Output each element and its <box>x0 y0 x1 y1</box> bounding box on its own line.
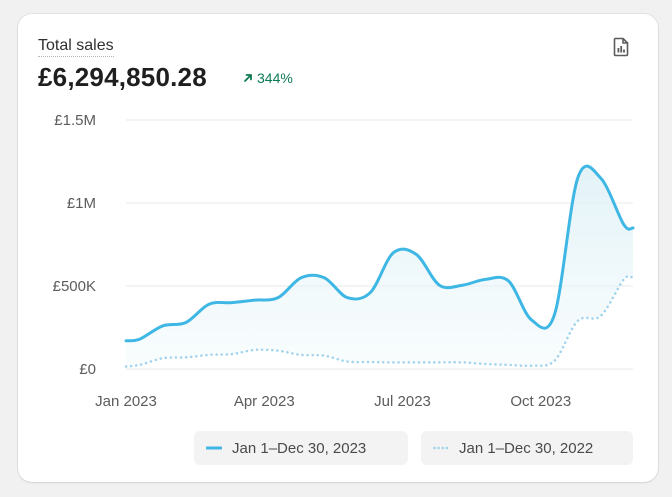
legend-previous-label: Jan 1–Dec 30, 2022 <box>459 439 594 457</box>
y-tick-label: £0 <box>79 361 96 378</box>
series-line-current <box>124 164 635 343</box>
card-title[interactable]: Total sales <box>38 37 114 57</box>
x-tick-label: Oct 2023 <box>510 393 571 410</box>
x-tick-label: Jan 2023 <box>95 393 157 410</box>
series-gap-area <box>126 166 633 367</box>
legend-item-current[interactable]: Jan 1–Dec 30, 2023 <box>194 431 408 465</box>
y-tick-label: £1.5M <box>54 112 96 129</box>
dotted-line-swatch-icon <box>433 446 449 450</box>
y-tick-label: £500K <box>53 278 96 295</box>
x-tick-label: Apr 2023 <box>234 393 295 410</box>
arrow-up-right-icon <box>244 74 252 82</box>
chart-series <box>124 164 635 368</box>
report-icon <box>613 37 629 57</box>
export-report-button[interactable] <box>608 34 634 60</box>
sales-line-chart: £0 £500K £1M £1.5M Jan 2023 Apr 2023 Jul 2023… <box>53 112 635 410</box>
total-sales-value: £6,294,850.28 <box>38 62 207 92</box>
x-tick-label: Jul 2023 <box>374 393 431 410</box>
change-percent: 344% <box>257 70 293 86</box>
change-indicator: 344% <box>243 70 293 86</box>
y-tick-label: £1M <box>67 195 96 212</box>
series-line-previous <box>124 274 635 368</box>
legend-current-label: Jan 1–Dec 30, 2023 <box>232 439 367 457</box>
chart-area-fill <box>126 166 633 367</box>
y-axis: £0 £500K £1M £1.5M <box>53 112 96 378</box>
legend-item-previous[interactable]: Jan 1–Dec 30, 2022 <box>421 431 633 465</box>
total-sales-card: Total sales £6,294,850.28 344% £0 £500K £1… <box>18 14 658 482</box>
x-axis: Jan 2023 Apr 2023 Jul 2023 Oct 2023 <box>95 393 571 410</box>
solid-line-swatch-icon <box>206 446 222 450</box>
